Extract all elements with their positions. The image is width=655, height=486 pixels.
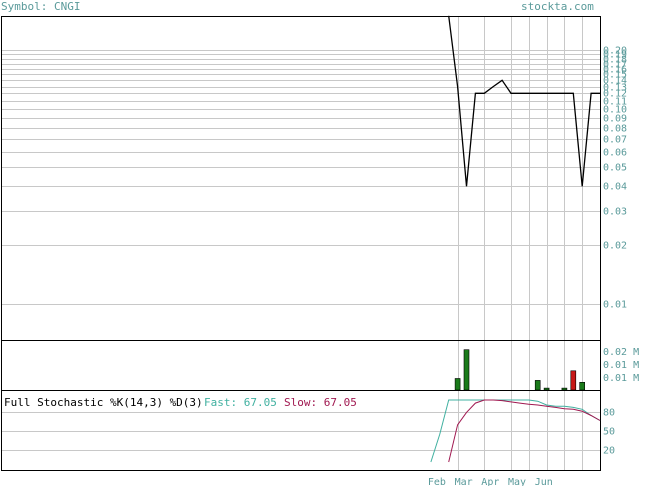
volume-panel <box>1 340 601 391</box>
symbol-label: Symbol: CNGI <box>1 0 81 13</box>
fast-value: Fast: 67.05 <box>204 396 277 409</box>
volume-tick-label: 0.01 M <box>603 360 639 371</box>
price-tick-label: 0.18 <box>603 55 627 66</box>
price-tick-label: 0.07 <box>603 135 627 146</box>
price-tick-label: 0.13 <box>603 83 627 94</box>
stochastic-panel <box>1 390 601 471</box>
x-axis-month-label: Mar <box>455 477 473 486</box>
price-tick-label: 0.08 <box>603 124 627 135</box>
price-tick-label: 0.04 <box>603 182 627 193</box>
price-tick-label: 0.09 <box>603 114 627 125</box>
price-tick-label: 0.20 <box>603 46 627 57</box>
price-tick-label: 0.03 <box>603 207 627 218</box>
x-axis-month-label: Jun <box>535 477 553 486</box>
volume-bar <box>579 381 586 391</box>
x-axis-month-label: May <box>508 477 526 486</box>
stochastic-tick-label: 50 <box>603 427 615 438</box>
price-tick-label: 0.14 <box>603 76 627 87</box>
x-axis-month-label: Apr <box>481 477 499 486</box>
price-tick-label: 0.16 <box>603 65 627 76</box>
price-tick-label: 0.06 <box>603 148 627 159</box>
volume-bar <box>534 380 541 391</box>
volume-bar <box>454 378 461 391</box>
price-tick-label: 0.01 <box>603 300 627 311</box>
price-tick-label: 0.11 <box>603 97 627 108</box>
price-tick-label: 0.19 <box>603 50 627 61</box>
price-tick-label: 0.10 <box>603 105 627 116</box>
volume-tick-label: 0.01 M <box>603 373 639 384</box>
price-tick-label: 0.05 <box>603 163 627 174</box>
price-tick-label: 0.17 <box>603 60 627 71</box>
volume-bar <box>561 387 568 391</box>
fast-stochastic-line <box>430 399 601 463</box>
slow-stochastic-line <box>448 399 601 463</box>
price-panel <box>1 16 601 341</box>
volume-bar <box>463 349 470 391</box>
slow-value: Slow: 67.05 <box>284 396 357 409</box>
volume-bar <box>570 370 577 391</box>
stochastic-tick-label: 80 <box>603 408 615 419</box>
price-line <box>448 15 600 187</box>
stochastic-title: Full Stochastic %K(14,3) %D(3) <box>4 396 203 409</box>
volume-tick-label: 0.02 M <box>603 347 639 358</box>
x-axis-month-label: Feb <box>428 477 446 486</box>
volume-bar <box>543 387 550 391</box>
price-tick-label: 0.15 <box>603 70 627 81</box>
site-name: stockta.com <box>521 0 594 13</box>
stochastic-tick-label: 20 <box>603 446 615 457</box>
price-tick-label: 0.12 <box>603 89 627 100</box>
price-tick-label: 0.02 <box>603 241 627 252</box>
